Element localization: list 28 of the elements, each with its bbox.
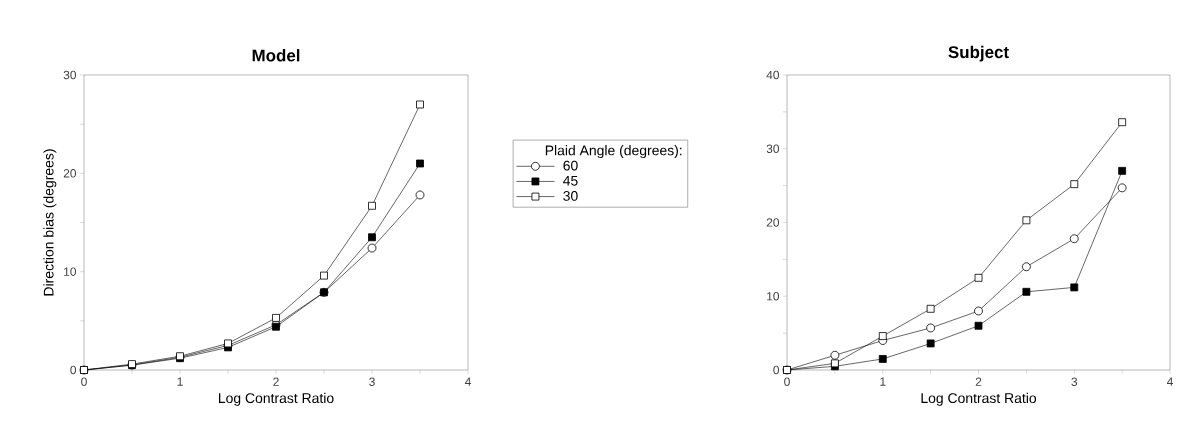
- legend-label: 45: [563, 175, 578, 186]
- x-tick-label: 0: [81, 377, 87, 386]
- x-tick-label: 3: [1071, 377, 1078, 386]
- y-tick-label: 10: [767, 292, 780, 301]
- chart-title: Model: [252, 49, 300, 62]
- y-tick-label: 10: [64, 267, 77, 276]
- y-tick-label: 20: [63, 169, 77, 178]
- chart-title: Subject: [948, 45, 1009, 62]
- legend-label: 30: [563, 190, 578, 201]
- y-tick-label: 20: [766, 218, 780, 227]
- y-tick-label: 0: [70, 365, 77, 375]
- x-tick-label: 4: [464, 377, 471, 386]
- x-axis-title: Log Contrast Ratio: [219, 392, 334, 406]
- y-tick-label: 40: [766, 70, 780, 80]
- x-axis-title: Log Contrast Ratio: [921, 392, 1037, 406]
- x-tick-label: 3: [369, 377, 375, 386]
- legend-title: Plaid Angle (degrees):: [545, 145, 682, 159]
- x-tick-label: 4: [1166, 377, 1173, 386]
- y-tick-label: 30: [766, 144, 780, 153]
- x-tick-label: 0: [784, 377, 790, 386]
- legend-label: 60: [563, 160, 578, 171]
- x-tick-label: 2: [273, 377, 279, 386]
- x-tick-label: 1: [880, 377, 886, 386]
- y-tick-label: 0: [773, 365, 780, 375]
- x-tick-label: 2: [975, 377, 982, 386]
- y-tick-label: 30: [63, 70, 77, 80]
- x-tick-label: 1: [177, 377, 183, 386]
- y-axis-title: Direction bias (degrees): [43, 149, 57, 296]
